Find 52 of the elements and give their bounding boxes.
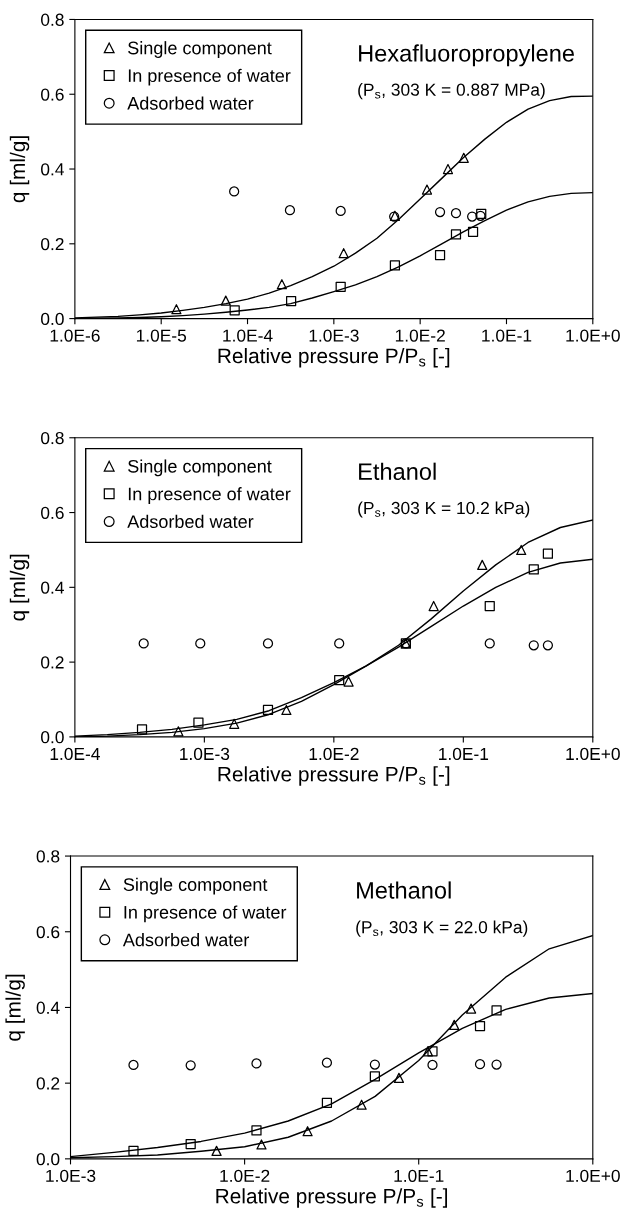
text: Methanol xyxy=(357,881,451,899)
y-tick-label: 0.4 xyxy=(36,1001,60,1014)
y-tick-label: 0.6 xyxy=(41,506,64,520)
x-axis-title: Relative pressure P/P$_{s}$ [-] xyxy=(216,1188,448,1208)
x-tick-label: 1.0E+0 xyxy=(566,747,620,761)
x-tick-label: 1.0E-4 xyxy=(50,747,100,761)
text: Ethanol xyxy=(359,462,436,480)
x-tick-label: 1.0E-6 xyxy=(50,329,100,342)
legend-label: In presence of water xyxy=(124,905,287,923)
legend-label: Adsorbed water xyxy=(127,96,254,110)
x-tick-label: 1.0E+0 xyxy=(566,329,620,342)
x-tick-label: 1.0E-3 xyxy=(46,1169,96,1183)
y-tick-label: 0.4 xyxy=(41,163,64,176)
legend-label: Single component xyxy=(123,877,268,895)
x-tick-label: 1.0E-2 xyxy=(220,1169,270,1183)
legend-label: Adsorbed water xyxy=(122,933,250,947)
y-tick-label: 0.8 xyxy=(41,431,64,445)
y-tick-label: 0.0 xyxy=(41,731,64,744)
y-tick-label: 0.0 xyxy=(36,1153,60,1166)
legend-label: Single component xyxy=(128,41,272,58)
y-tick-label: 0.6 xyxy=(41,88,64,101)
x-tick-label: 1.0E-5 xyxy=(136,329,187,342)
y-axis-title: q [ml/g] xyxy=(9,554,30,621)
y-axis-title: q [ml/g] xyxy=(5,974,25,1041)
y-tick-label: 0.8 xyxy=(36,850,60,863)
legend-label: Single component xyxy=(128,459,272,477)
text: (P$_{s}$, 303 K = 10.2 kPa) xyxy=(358,501,530,518)
text: (P$_{s}$, 303 K = 22.0 kPa) xyxy=(356,920,528,937)
x-tick-label: 1.0E-4 xyxy=(223,329,273,342)
y-tick-label: 0.6 xyxy=(36,925,60,939)
y-tick-label: 0.2 xyxy=(36,1077,60,1090)
y-tick-label: 0.0 xyxy=(41,312,64,326)
y-axis-title: q [ml/g] xyxy=(9,136,30,203)
x-tick-label: 1.0E-1 xyxy=(439,747,489,761)
y-tick-label: 0.4 xyxy=(41,581,64,594)
x-axis-title: Relative pressure P/P$_{s}$ [-] xyxy=(218,347,450,368)
x-tick-label: 1.0E-1 xyxy=(394,1169,444,1183)
x-tick-label: 1.0E-2 xyxy=(309,747,359,761)
x-tick-label: 1.0E-1 xyxy=(482,329,532,342)
y-tick-label: 0.8 xyxy=(41,13,64,26)
y-tick-label: 0.2 xyxy=(41,656,64,669)
x-axis-title: Relative pressure P/P$_{s}$ [-] xyxy=(218,766,450,786)
legend-label: In presence of water xyxy=(128,68,291,86)
x-tick-label: 1.0E-3 xyxy=(180,747,230,761)
text: (P$_{s}$, 303 K = 0.887 MPa) xyxy=(358,83,545,100)
legend-label: In presence of water xyxy=(128,487,291,504)
text: Hexafluoropropylene xyxy=(359,44,574,67)
x-tick-label: 1.0E+0 xyxy=(566,1169,620,1183)
x-tick-label: 1.0E-3 xyxy=(309,329,359,342)
y-tick-label: 0.2 xyxy=(41,237,64,251)
legend-label: Adsorbed water xyxy=(127,514,254,529)
x-tick-label: 1.0E-2 xyxy=(395,329,445,342)
